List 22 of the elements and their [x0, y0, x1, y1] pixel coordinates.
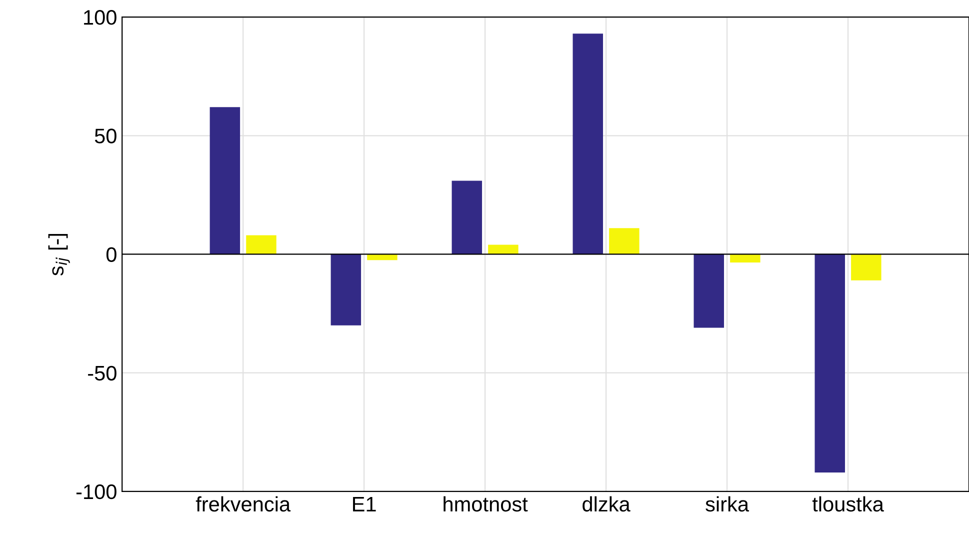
- bar: [694, 254, 724, 328]
- y-tick-label: 0: [106, 247, 116, 262]
- y-tick-label: -100: [76, 484, 116, 500]
- bar: [210, 107, 240, 254]
- bar: [246, 235, 276, 254]
- y-axis-title: s$_{ij}$ [-]: [48, 234, 70, 276]
- y-tick-label: 50: [94, 128, 116, 144]
- bar: [814, 254, 845, 472]
- x-tick-label: tloustka: [812, 496, 884, 512]
- x-tick-label: hmotnost: [444, 496, 528, 512]
- bar: [609, 228, 640, 254]
- x-tick-label: E1: [353, 497, 376, 512]
- x-tick-label: frekvencia: [196, 496, 291, 512]
- y-tick-label: 100: [84, 10, 116, 25]
- bar: [851, 254, 882, 280]
- x-tick-label: dlzka: [582, 496, 630, 512]
- bar: [330, 254, 362, 326]
- y-tick-label: -50: [88, 366, 116, 381]
- bar: [452, 180, 482, 254]
- bar: [488, 244, 518, 254]
- x-tick-label: sirka: [706, 496, 750, 512]
- bar: [572, 34, 604, 254]
